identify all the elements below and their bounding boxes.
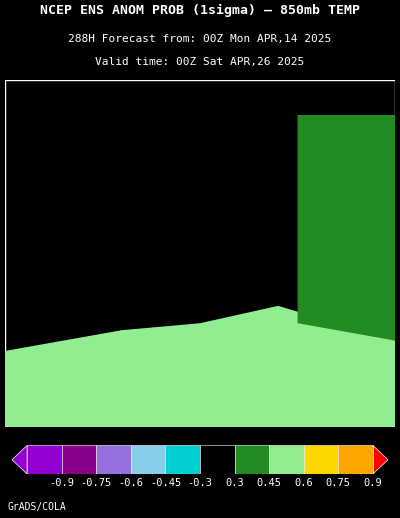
Bar xyxy=(338,445,373,474)
Bar xyxy=(96,445,131,474)
Text: 0.6: 0.6 xyxy=(294,478,313,488)
Polygon shape xyxy=(298,115,395,341)
Text: 0.45: 0.45 xyxy=(257,478,282,488)
Text: -0.45: -0.45 xyxy=(150,478,181,488)
Bar xyxy=(131,445,166,474)
Bar xyxy=(62,445,96,474)
Text: -0.9: -0.9 xyxy=(49,478,74,488)
Text: 0.75: 0.75 xyxy=(326,478,351,488)
Text: -0.75: -0.75 xyxy=(80,478,112,488)
Text: 288H Forecast from: 00Z Mon APR,14 2025: 288H Forecast from: 00Z Mon APR,14 2025 xyxy=(68,34,332,44)
Text: NCEP ENS ANOM PROB (1sigma) – 850mb TEMP: NCEP ENS ANOM PROB (1sigma) – 850mb TEMP xyxy=(40,4,360,17)
Polygon shape xyxy=(373,445,388,474)
Bar xyxy=(304,445,338,474)
Text: 0.3: 0.3 xyxy=(225,478,244,488)
Polygon shape xyxy=(5,306,395,427)
Bar xyxy=(27,445,62,474)
Polygon shape xyxy=(12,445,27,474)
Text: 0.9: 0.9 xyxy=(364,478,382,488)
Text: -0.3: -0.3 xyxy=(188,478,212,488)
Bar xyxy=(166,445,200,474)
Bar xyxy=(269,445,304,474)
Text: -0.6: -0.6 xyxy=(118,478,143,488)
Bar xyxy=(200,445,234,474)
Text: Valid time: 00Z Sat APR,26 2025: Valid time: 00Z Sat APR,26 2025 xyxy=(95,57,305,67)
Bar xyxy=(234,445,269,474)
Text: GrADS/COLA: GrADS/COLA xyxy=(8,502,67,512)
